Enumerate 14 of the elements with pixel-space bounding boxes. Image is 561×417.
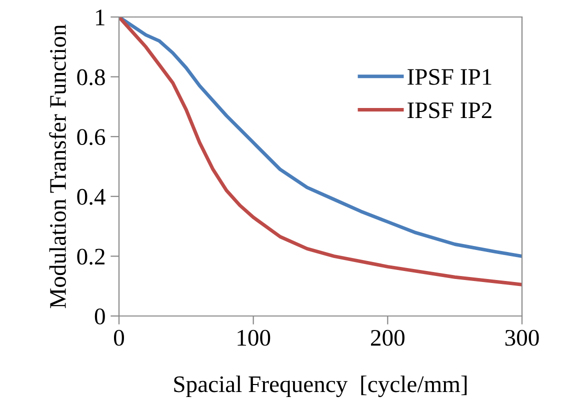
y-axis-title: Modulation Transfer Function (49, 24, 66, 308)
x-tick-label: 100 (238, 330, 270, 346)
y-tick-label: 1 (96, 10, 104, 26)
x-tick-label: 0 (114, 330, 124, 346)
y-tick-label: 0 (94, 308, 105, 324)
x-tick-label: 300 (505, 330, 539, 346)
legend-label: IPSF IP1 (408, 69, 492, 85)
y-tick-label: 0.8 (77, 69, 105, 86)
y-tick-label: 0.6 (77, 129, 106, 146)
x-axis-title: Spacial Frequency [cycle/mm] (174, 376, 467, 398)
y-tick-label: 0.2 (77, 248, 105, 265)
x-tick-label: 200 (370, 330, 404, 346)
y-tick-label: 0.4 (77, 188, 106, 205)
legend-label: IPSF IP2 (408, 102, 492, 118)
